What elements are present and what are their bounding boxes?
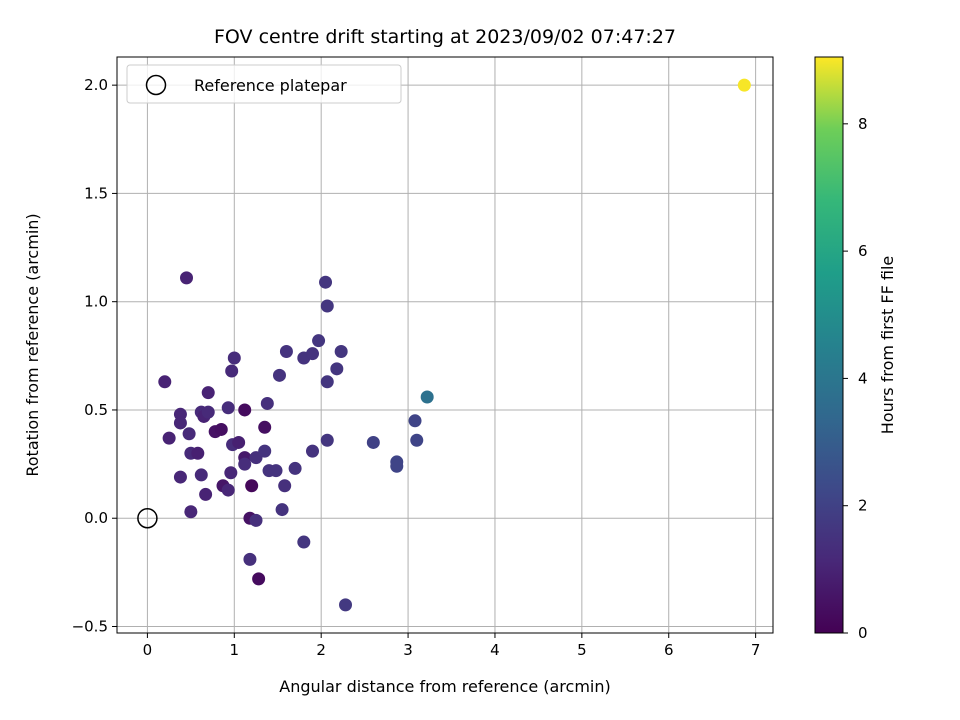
scatter-point [305, 444, 319, 458]
colorbar-tick-label: 4 [858, 369, 868, 387]
legend-box [126, 64, 402, 104]
scatter-point [180, 271, 194, 285]
x-tick-label: 2 [316, 641, 326, 659]
scatter-point [194, 468, 208, 482]
scatter-point [260, 396, 274, 410]
x-tick-label: 4 [490, 641, 500, 659]
x-tick-label: 7 [751, 641, 761, 659]
y-axis-label: Rotation from reference (arcmin) [23, 213, 42, 476]
scatter-point [408, 414, 422, 428]
reference-platepar-marker [137, 507, 158, 529]
colorbar-label: Hours from first FF file [878, 256, 897, 435]
scatter-point [737, 78, 751, 92]
scatter-point [201, 405, 215, 419]
colorbar: 0 2 4 6 8 Hours from first FF file [814, 56, 897, 642]
scatter-point [320, 433, 334, 447]
scatter-point [339, 598, 353, 612]
scatter-point [243, 552, 257, 566]
legend-label-reference: Reference platepar [194, 76, 347, 95]
scatter-point [245, 479, 259, 493]
scatter-point [182, 427, 196, 441]
axes [116, 56, 774, 634]
x-tick-label: 5 [577, 641, 587, 659]
scatter-point [249, 513, 263, 527]
scatter-point [410, 433, 424, 447]
scatter-point [320, 299, 334, 313]
scatter-point [184, 505, 198, 519]
scatter-point [232, 435, 246, 449]
scatter-point [224, 466, 238, 480]
colorbar-ticks: 0 2 4 6 8 [843, 115, 868, 642]
scatter-point [297, 535, 311, 549]
scatter-point [288, 461, 302, 475]
scatter-point [279, 344, 293, 358]
scatter-point [319, 275, 333, 289]
y-tick-label: 2.0 [84, 76, 108, 94]
scatter-point [252, 572, 266, 586]
x-tick-label: 6 [664, 641, 674, 659]
y-tick-label: −0.5 [72, 618, 108, 636]
scatter-point [225, 364, 239, 378]
plot-frame [116, 56, 774, 634]
scatter-point [221, 483, 235, 497]
scatter-point [312, 334, 326, 348]
scatter-point [269, 464, 283, 478]
colorbar-tick-label: 8 [858, 115, 868, 133]
data-points [137, 78, 751, 612]
scatter-point [258, 444, 272, 458]
scatter-point [272, 368, 286, 382]
scatter-point [278, 479, 292, 493]
tick-labels: 0 1 2 3 4 5 6 7 −0.5 0.0 0.5 1.0 1.5 2.0 [72, 76, 761, 659]
colorbar-gradient [814, 56, 844, 634]
y-tick-label: 0.5 [84, 401, 108, 419]
scatter-point [227, 351, 241, 365]
scatter-point [201, 386, 215, 400]
scatter-point [162, 431, 176, 445]
x-tick-label: 3 [403, 641, 413, 659]
scatter-point [191, 446, 205, 460]
colorbar-tick-label: 2 [858, 497, 868, 515]
y-tick-label: 1.5 [84, 184, 108, 202]
chart-title: FOV centre drift starting at 2023/09/02 … [214, 26, 676, 48]
y-tick-label: 0.0 [84, 509, 108, 527]
scatter-point [420, 390, 434, 404]
scatter-point [158, 375, 172, 389]
x-tick-label: 1 [230, 641, 240, 659]
scatter-point [330, 362, 344, 376]
legend-marker-reference [145, 74, 167, 96]
y-tick-label: 1.0 [84, 293, 108, 311]
colorbar-tick-label: 6 [858, 242, 868, 260]
scatter-point [305, 347, 319, 361]
scatter-point [221, 401, 235, 415]
scatter-point [275, 503, 289, 517]
scatter-point [173, 416, 187, 430]
scatter-point [173, 470, 187, 484]
scatter-point [238, 457, 252, 471]
scatter-point [390, 459, 404, 473]
scatter-point [214, 422, 228, 436]
colorbar-tick-label: 0 [858, 624, 868, 642]
scatter-point [238, 403, 252, 417]
x-tick-label: 0 [143, 641, 153, 659]
grid-lines [117, 57, 773, 633]
scatter-point [199, 487, 213, 501]
scatter-point [334, 344, 348, 358]
scatter-point [366, 435, 380, 449]
scatter-point [320, 375, 334, 389]
x-axis-label: Angular distance from reference (arcmin) [279, 677, 610, 696]
legend: Reference platepar [126, 64, 402, 104]
scatter-point [258, 420, 272, 434]
